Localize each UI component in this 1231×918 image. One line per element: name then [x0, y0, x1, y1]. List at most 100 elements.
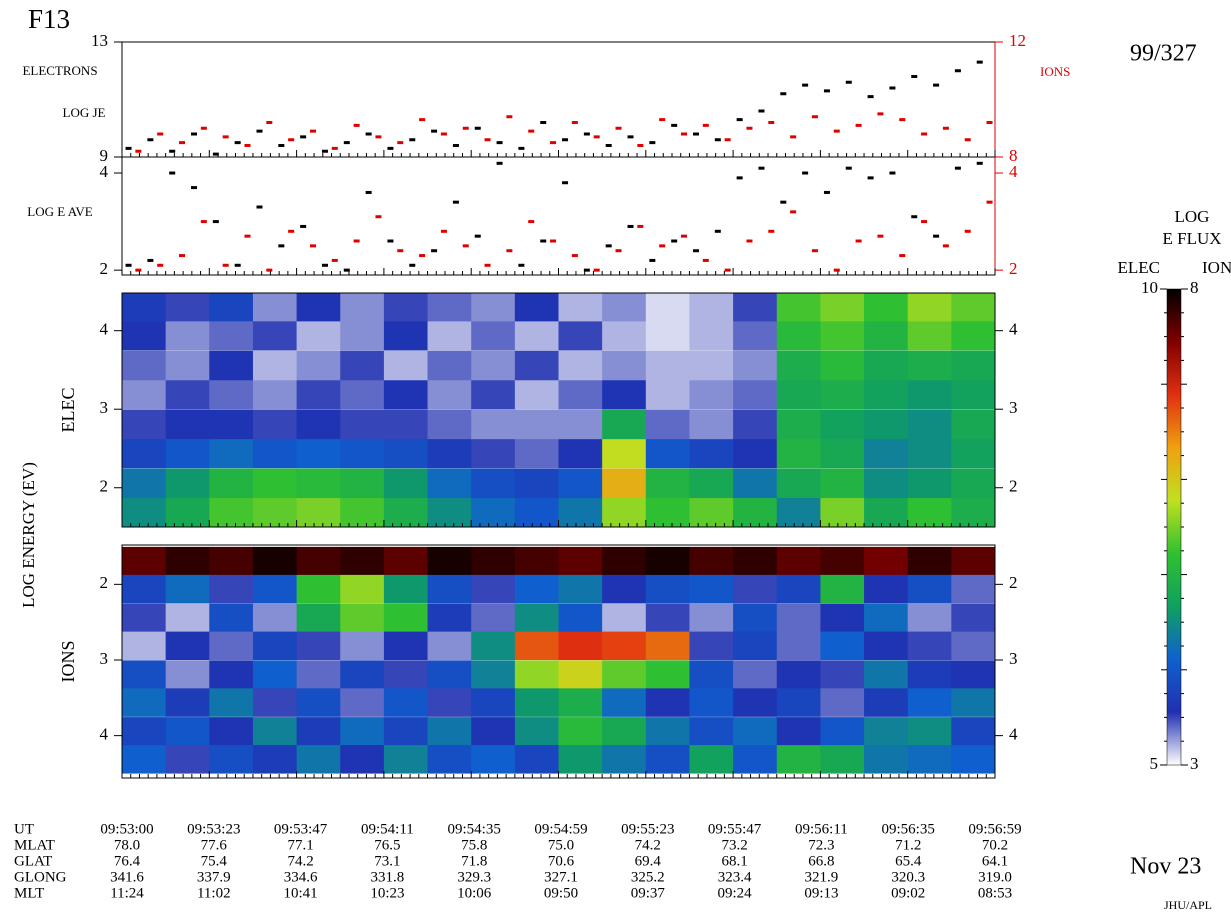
- cell: [209, 409, 254, 440]
- table-cell: 10:06: [457, 885, 492, 901]
- cell: [165, 350, 210, 381]
- cell: [383, 688, 429, 717]
- dot: [714, 138, 721, 142]
- dot: [746, 126, 753, 130]
- dot: [702, 258, 709, 262]
- dot: [637, 224, 644, 228]
- dot: [671, 123, 678, 127]
- cell: [383, 438, 429, 469]
- table-cell: 68.1: [721, 853, 747, 869]
- dot: [942, 126, 949, 130]
- table-cell: 70.6: [548, 853, 575, 869]
- cell: [296, 546, 341, 576]
- cell: [558, 379, 603, 410]
- cell: [776, 574, 821, 604]
- cell: [122, 546, 167, 576]
- cell: [165, 293, 210, 322]
- cell: [340, 320, 385, 351]
- cell: [165, 574, 210, 604]
- cell: [209, 293, 254, 322]
- dot: [877, 234, 884, 238]
- dot: [506, 115, 513, 119]
- heatmap: [122, 293, 995, 527]
- cell: [951, 660, 995, 689]
- cell: [165, 379, 210, 410]
- table-cell: 70.2: [982, 837, 1008, 853]
- table-cell: 09:50: [544, 885, 578, 901]
- dot: [571, 254, 578, 258]
- cell: [602, 603, 647, 633]
- cell: [558, 660, 603, 689]
- cell: [340, 350, 385, 381]
- cell: [864, 688, 909, 717]
- dot: [802, 83, 809, 87]
- dot: [462, 244, 469, 248]
- cell: [471, 320, 516, 351]
- cell: [252, 293, 298, 322]
- cell: [558, 438, 603, 469]
- cell: [733, 320, 778, 351]
- dot: [200, 220, 207, 224]
- table-cell: 74.2: [287, 853, 313, 869]
- dot: [986, 200, 993, 204]
- cell: [689, 574, 734, 604]
- cell: [907, 350, 952, 381]
- cell: [514, 745, 559, 774]
- cell: [122, 379, 167, 410]
- cell: [820, 379, 865, 410]
- dot: [300, 224, 307, 228]
- cell: [165, 320, 210, 351]
- table-cell: 325.2: [631, 869, 665, 885]
- table-cell: 75.8: [461, 837, 487, 853]
- dot: [867, 176, 874, 180]
- cell: [776, 497, 821, 527]
- dot: [615, 249, 622, 253]
- cell: [165, 409, 210, 440]
- cell: [383, 468, 429, 499]
- table-cell: 09:13: [804, 885, 838, 901]
- cell: [602, 497, 647, 527]
- cell: [602, 293, 647, 322]
- cell: [471, 379, 516, 410]
- cell: [296, 717, 341, 746]
- dot: [659, 118, 666, 122]
- table-row-label: UT: [14, 821, 34, 837]
- cell: [209, 497, 254, 527]
- dot: [452, 144, 459, 147]
- cell: [733, 603, 778, 633]
- cell: [209, 603, 254, 633]
- cell: [471, 468, 516, 499]
- dot: [266, 268, 273, 272]
- table-cell: 10:23: [370, 885, 404, 901]
- cell: [165, 546, 210, 576]
- cell: [645, 350, 690, 381]
- dot: [724, 268, 731, 272]
- cell: [864, 546, 909, 576]
- dot: [942, 244, 949, 248]
- cell: [252, 603, 298, 633]
- table-cell: 334.6: [284, 869, 318, 885]
- y-tick-label: 2: [100, 477, 109, 496]
- cell: [689, 350, 734, 381]
- y2-tick-label: 4: [1009, 162, 1018, 181]
- cell: [296, 745, 341, 774]
- cell: [427, 745, 472, 774]
- y2-tick-label: 4: [1009, 320, 1018, 339]
- table-cell: 76.4: [114, 853, 141, 869]
- dot: [256, 129, 263, 133]
- cell: [645, 717, 690, 746]
- dot: [212, 220, 219, 224]
- dot: [484, 138, 491, 142]
- cell: [864, 574, 909, 604]
- dot: [954, 69, 961, 73]
- cell: [864, 717, 909, 746]
- dot: [278, 144, 285, 147]
- dot: [397, 141, 404, 145]
- cell: [907, 468, 952, 499]
- cell: [645, 293, 690, 322]
- y2-tick-label: 2: [1009, 259, 1018, 278]
- cell: [340, 293, 385, 322]
- cell: [776, 688, 821, 717]
- dot: [431, 129, 438, 133]
- satellite: F13: [28, 4, 70, 34]
